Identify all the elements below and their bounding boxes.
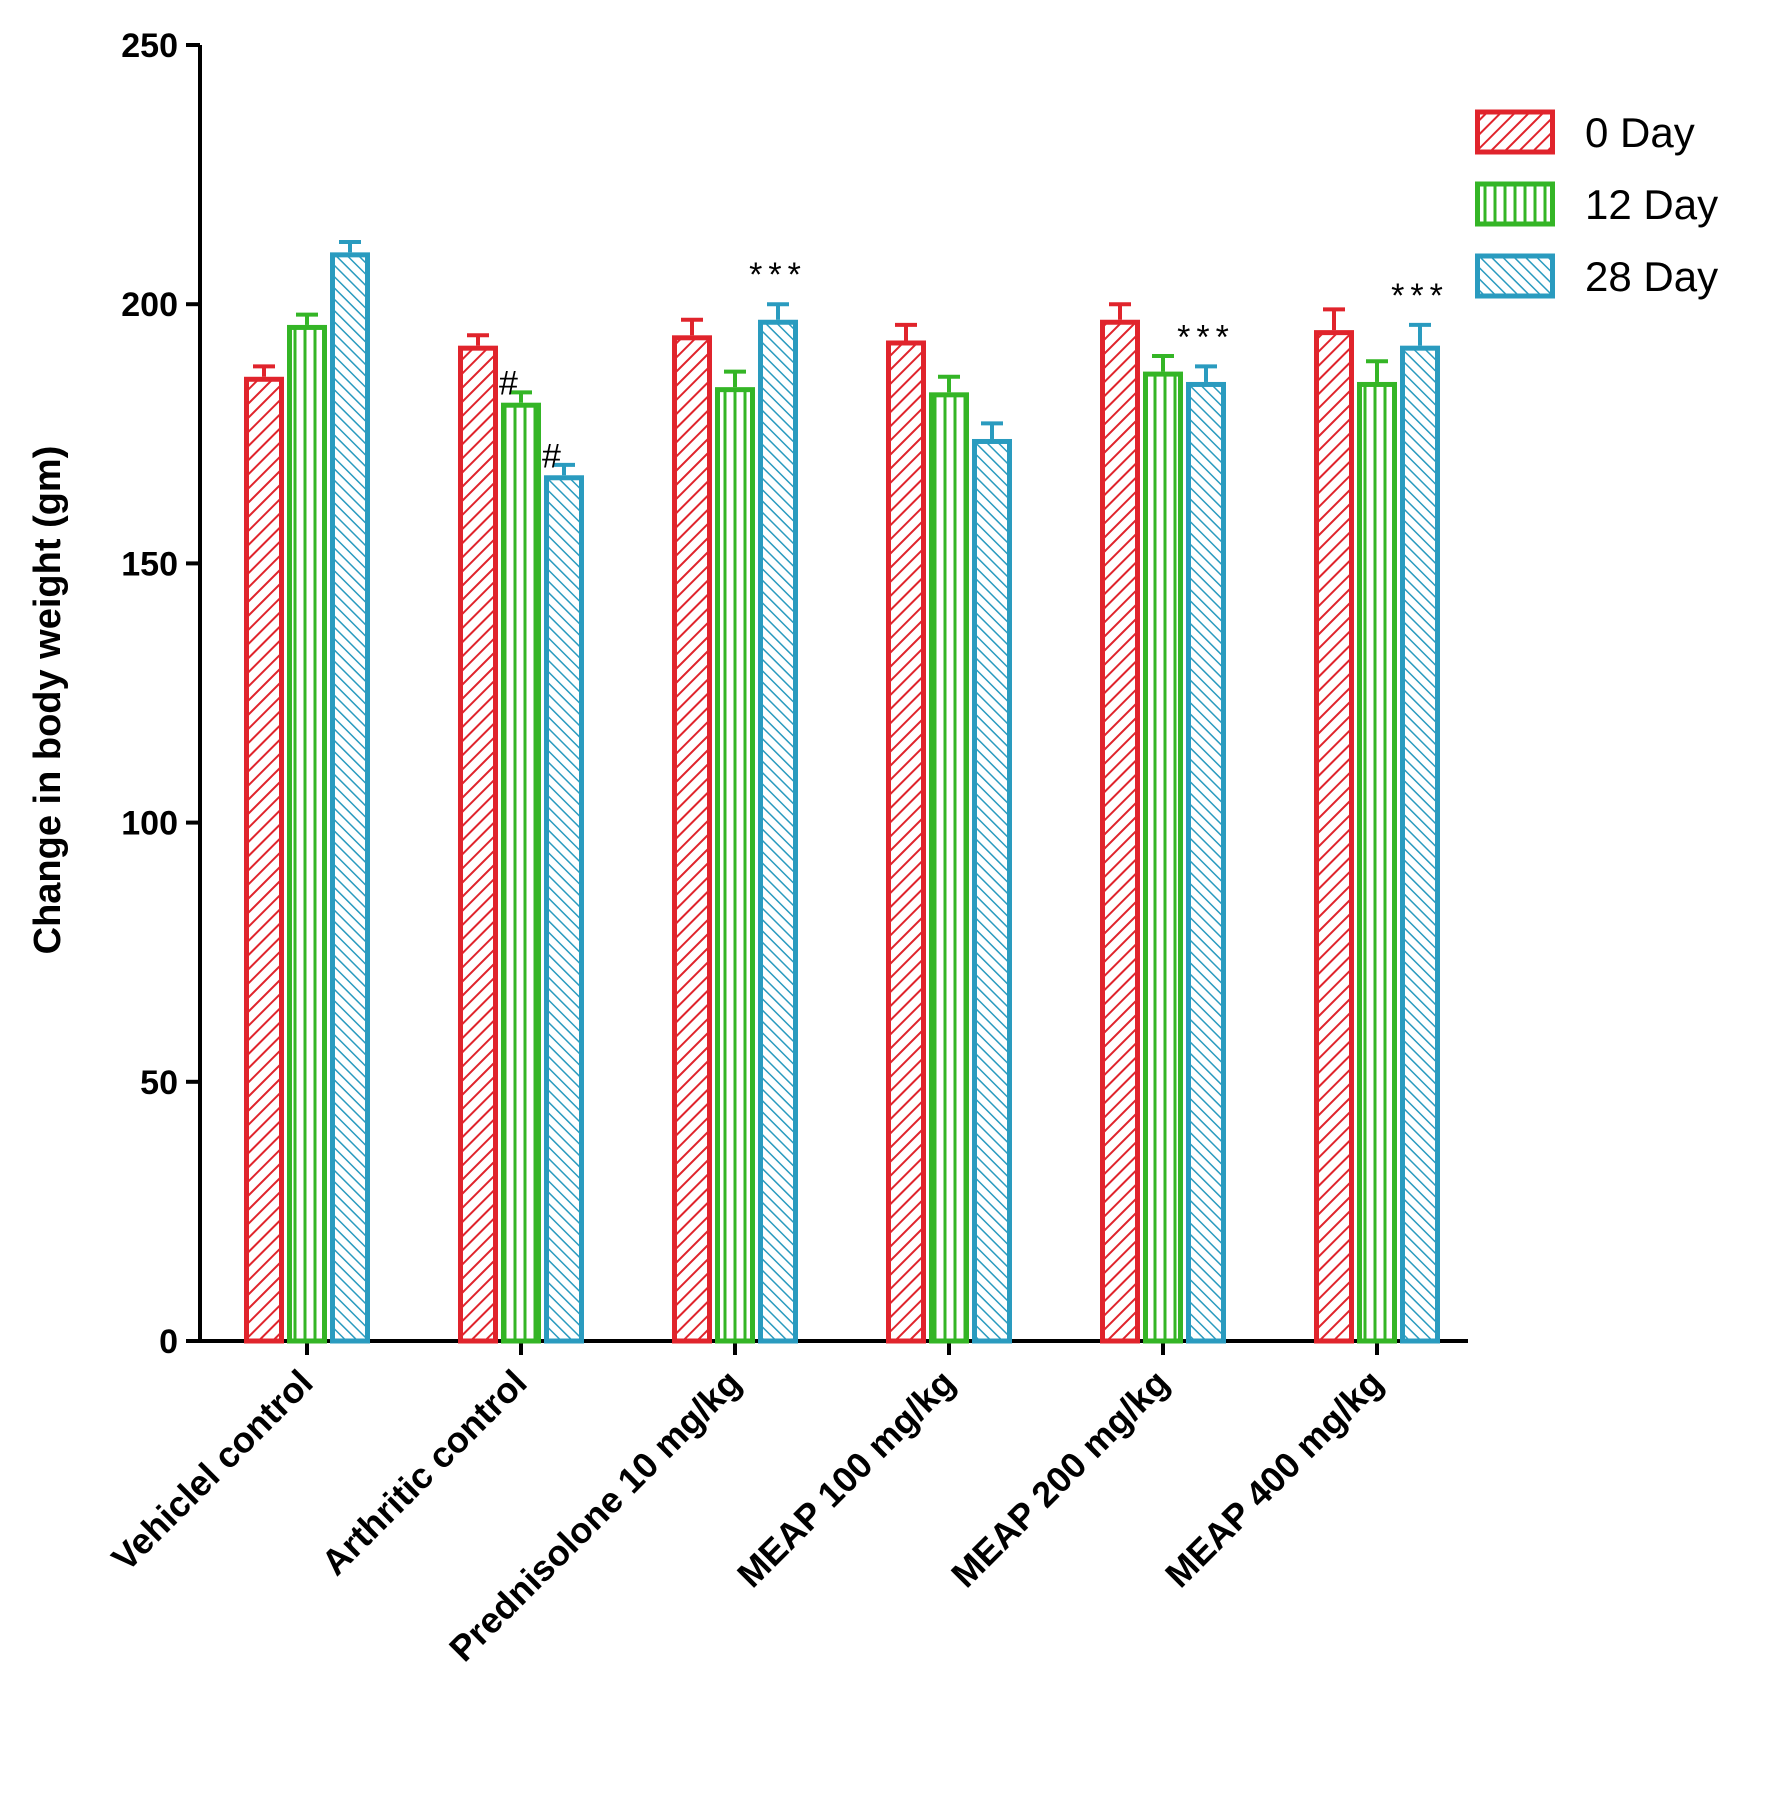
bar-28-day-4 xyxy=(1186,381,1226,1344)
legend-item-12-day: 12 Day xyxy=(1475,181,1718,228)
y-axis-title: Change in body weight (gm) xyxy=(27,446,69,955)
significance-annotation: # xyxy=(542,437,561,475)
bar-0-day-3 xyxy=(886,340,926,1344)
y-tick-label: 0 xyxy=(159,1323,178,1361)
significance-annotation: *** xyxy=(1177,318,1235,356)
bar-0-day-2 xyxy=(672,335,712,1344)
bar-12-day-4 xyxy=(1143,371,1183,1344)
x-tick-label: Arthritic control xyxy=(313,1362,534,1583)
bar-28-day-5 xyxy=(1400,345,1440,1344)
bar-0-day-1 xyxy=(458,345,498,1344)
annotations: # # *** *** *** xyxy=(499,256,1449,475)
significance-annotation: # xyxy=(499,365,518,403)
x-tick-label: MEAP 100 mg/kg xyxy=(729,1362,963,1596)
bar-0-day-0 xyxy=(244,376,284,1344)
bar-0-day-5 xyxy=(1314,330,1354,1344)
legend: 0 Day 12 Day 28 Day xyxy=(1475,109,1718,300)
x-tick-label: Vehiclel control xyxy=(104,1362,321,1579)
legend-swatch xyxy=(1475,181,1555,227)
y-tick-label: 200 xyxy=(121,286,178,324)
legend-label: 0 Day xyxy=(1585,109,1695,156)
bar-12-day-3 xyxy=(929,392,969,1344)
y-tick-label: 50 xyxy=(140,1064,178,1102)
y-tick-label: 250 xyxy=(121,27,178,65)
bar-28-day-0 xyxy=(330,252,370,1344)
legend-swatch xyxy=(1475,109,1555,155)
x-tick-label: MEAP 200 mg/kg xyxy=(943,1362,1177,1596)
bar-28-day-1 xyxy=(544,475,584,1344)
bars xyxy=(244,239,1440,1344)
bar-28-day-3 xyxy=(972,438,1012,1344)
y-axis: 0 50 100 150 200 250 xyxy=(121,27,202,1361)
y-tick-label: 150 xyxy=(121,545,178,583)
bar-12-day-0 xyxy=(287,324,327,1344)
bar-12-day-5 xyxy=(1357,381,1397,1344)
legend-label: 28 Day xyxy=(1585,253,1718,300)
x-tick-label: MEAP 400 mg/kg xyxy=(1157,1362,1391,1596)
bar-28-day-2 xyxy=(758,319,798,1344)
bar-12-day-1 xyxy=(501,402,541,1344)
legend-item-28-day: 28 Day xyxy=(1475,253,1718,300)
legend-item-0-day: 0 Day xyxy=(1475,109,1695,156)
significance-annotation: *** xyxy=(749,256,807,294)
legend-label: 12 Day xyxy=(1585,181,1718,228)
y-tick-label: 100 xyxy=(121,805,178,843)
x-axis xyxy=(198,1339,1468,1355)
significance-annotation: *** xyxy=(1391,277,1449,315)
bar-0-day-4 xyxy=(1100,319,1140,1344)
legend-swatch xyxy=(1475,253,1555,299)
bar-12-day-2 xyxy=(715,387,755,1344)
